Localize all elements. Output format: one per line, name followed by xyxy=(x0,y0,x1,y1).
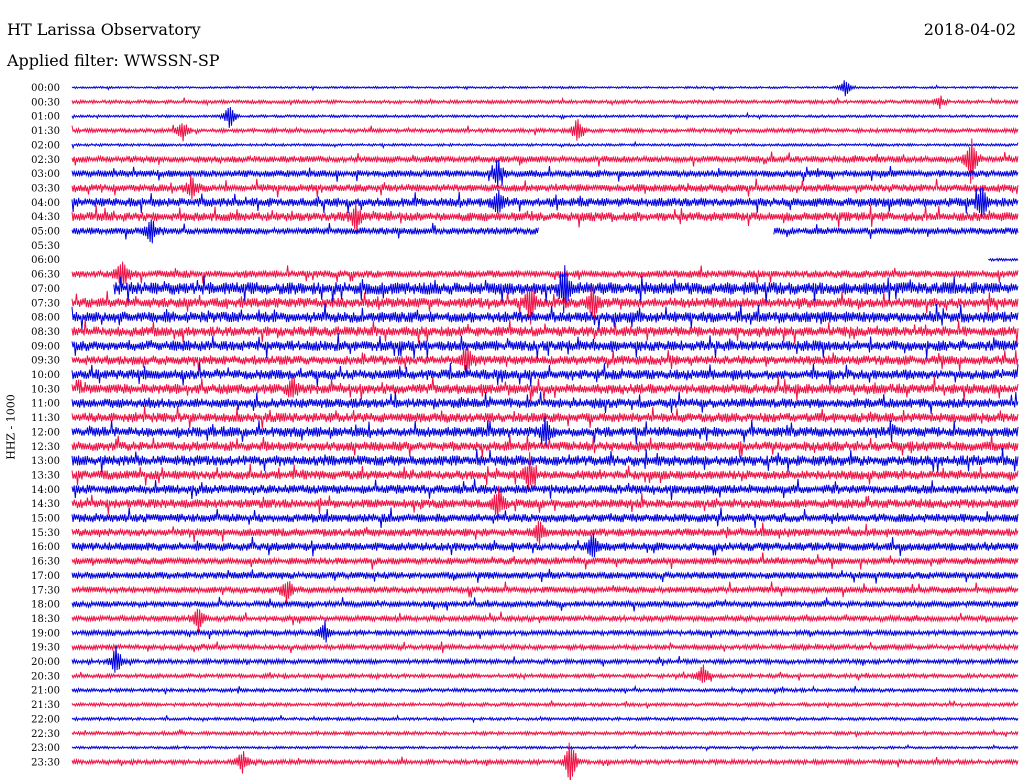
row-time-label: 15:30 xyxy=(31,528,60,539)
row-time-label: 20:30 xyxy=(31,671,60,682)
row-time-label: 12:30 xyxy=(31,442,60,453)
filter-label: Applied filter: WWSSN-SP xyxy=(7,51,220,70)
row-time-label: 14:00 xyxy=(31,485,60,496)
row-time-label: 18:30 xyxy=(31,614,60,625)
seismic-trace xyxy=(71,608,1019,635)
seismic-trace xyxy=(71,596,1019,612)
seismic-trace xyxy=(71,332,1019,359)
seismic-trace xyxy=(988,257,1019,263)
seismic-trace xyxy=(71,140,1019,150)
row-time-label: 06:00 xyxy=(31,255,60,266)
seismic-trace xyxy=(71,159,1019,187)
row-time-label: 17:00 xyxy=(31,571,60,582)
seismic-trace xyxy=(71,452,1019,493)
seismic-trace xyxy=(71,174,1019,200)
seismic-trace xyxy=(71,644,1019,673)
row-time-label: 06:30 xyxy=(31,270,60,281)
seismic-trace xyxy=(71,743,1019,752)
row-time-label: 08:00 xyxy=(31,313,60,324)
row-time-label: 22:00 xyxy=(31,714,60,725)
row-time-label: 21:00 xyxy=(31,686,60,697)
row-time-label: 19:00 xyxy=(31,628,60,639)
row-time-label: 09:30 xyxy=(31,356,60,367)
row-time-label: 08:30 xyxy=(31,327,60,338)
row-time-label: 07:00 xyxy=(31,284,60,295)
row-time-label: 04:00 xyxy=(31,198,60,209)
row-time-label: 15:00 xyxy=(31,514,60,525)
row-time-label: 01:00 xyxy=(31,112,60,123)
seismic-trace xyxy=(71,138,1019,184)
seismic-trace xyxy=(71,405,1019,429)
seismic-trace xyxy=(71,434,1019,458)
seismic-trace xyxy=(71,714,1019,724)
row-time-label: 10:00 xyxy=(31,370,60,381)
row-time-label: 04:30 xyxy=(31,212,60,223)
seismic-trace xyxy=(71,319,1019,344)
row-time-label: 13:00 xyxy=(31,456,60,467)
station-title: HT Larissa Observatory xyxy=(7,20,201,39)
seismic-trace xyxy=(71,684,1019,695)
seismic-trace xyxy=(71,376,1019,402)
seismic-trace xyxy=(71,533,1019,558)
row-time-label: 20:00 xyxy=(31,657,60,668)
seismic-trace xyxy=(71,520,1019,546)
row-time-label: 02:30 xyxy=(31,155,60,166)
seismic-trace xyxy=(71,80,1019,97)
seismic-trace xyxy=(71,362,1019,387)
row-time-label: 00:00 xyxy=(31,83,60,94)
row-time-label: 00:30 xyxy=(31,97,60,108)
row-time-label: 03:00 xyxy=(31,169,60,180)
seismic-trace xyxy=(71,447,1019,473)
seismic-trace xyxy=(71,391,1019,414)
seismic-trace xyxy=(71,416,1019,447)
row-time-label: 13:30 xyxy=(31,470,60,481)
seismic-trace xyxy=(71,552,1019,570)
row-time-label: 19:30 xyxy=(31,643,60,654)
row-time-label: 18:00 xyxy=(31,600,60,611)
row-time-label: 21:30 xyxy=(31,700,60,711)
seismic-trace xyxy=(71,641,1019,653)
row-time-label: 07:30 xyxy=(31,298,60,309)
row-time-label: 23:00 xyxy=(31,743,60,754)
seismic-trace xyxy=(71,485,1019,522)
seismic-trace xyxy=(71,187,1019,219)
seismic-trace xyxy=(71,202,1019,233)
seismic-trace xyxy=(71,742,1019,780)
seismic-trace xyxy=(71,568,1019,584)
row-time-label: 03:30 xyxy=(31,183,60,194)
seismic-trace xyxy=(71,699,1019,709)
seismic-trace xyxy=(71,261,1019,289)
seismic-trace xyxy=(71,219,1019,244)
seismic-trace xyxy=(71,107,1019,128)
row-time-label: 16:00 xyxy=(31,542,60,553)
row-time-label: 16:30 xyxy=(31,557,60,568)
row-time-label: 22:30 xyxy=(31,729,60,740)
seismic-trace xyxy=(71,347,1019,377)
row-time-label: 23:30 xyxy=(31,757,60,768)
row-time-label: 17:30 xyxy=(31,585,60,596)
row-time-label: 12:00 xyxy=(31,427,60,438)
seismic-trace xyxy=(71,303,1019,330)
row-time-label: 05:00 xyxy=(31,227,60,238)
date-label: 2018-04-02 xyxy=(923,20,1016,39)
seismic-trace xyxy=(71,728,1019,738)
row-time-label: 10:30 xyxy=(31,384,60,395)
row-time-label: 05:30 xyxy=(31,241,60,252)
seismic-trace xyxy=(71,478,1019,501)
seismic-trace xyxy=(71,95,1019,109)
row-time-label: 09:00 xyxy=(31,341,60,352)
row-time-label: 11:30 xyxy=(31,413,60,424)
row-time-label: 02:00 xyxy=(31,140,60,151)
seismic-trace xyxy=(71,284,1019,325)
seismic-trace xyxy=(71,620,1019,643)
row-time-label: 14:30 xyxy=(31,499,60,510)
row-time-label: 01:30 xyxy=(31,126,60,137)
seismic-trace xyxy=(71,664,1019,684)
row-time-label: 11:00 xyxy=(31,399,60,410)
seismic-trace xyxy=(71,119,1019,142)
seismic-trace xyxy=(71,581,1019,607)
seismic-trace xyxy=(71,507,1019,529)
